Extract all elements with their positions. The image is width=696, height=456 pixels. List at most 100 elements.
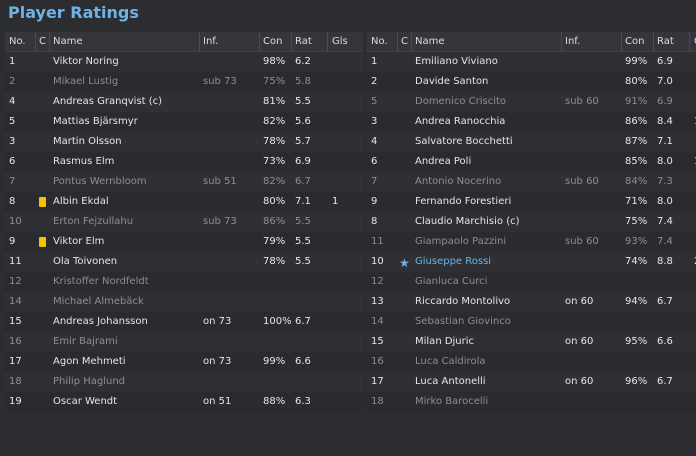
player-condition: 79% xyxy=(263,236,286,247)
player-row[interactable]: 7 Antonio Nocerino sub 60 84% 7.3 xyxy=(367,172,696,192)
player-name[interactable]: Fernando Forestieri xyxy=(415,196,512,207)
player-name[interactable]: Agon Mehmeti xyxy=(53,356,126,367)
player-name[interactable]: Salvatore Bocchetti xyxy=(415,136,513,147)
player-name[interactable]: Viktor Elm xyxy=(53,236,105,247)
player-condition: 86% xyxy=(625,116,648,127)
header-con[interactable]: Con xyxy=(625,36,645,47)
header-rat[interactable]: Rat xyxy=(657,36,674,47)
player-involvement: sub 60 xyxy=(565,236,599,247)
header-inf[interactable]: Inf. xyxy=(565,36,581,47)
player-number: 19 xyxy=(9,396,22,407)
right-team-ratings-table: No. C Name Inf. Con Rat Gls 1 Emiliano Vi… xyxy=(367,32,696,412)
header-name[interactable]: Name xyxy=(415,36,445,47)
player-row[interactable]: 12 Kristoffer Nordfeldt xyxy=(5,272,363,292)
player-rating: 8.4 xyxy=(657,116,673,127)
player-row[interactable]: 1 Viktor Noring 98% 6.2 xyxy=(5,52,363,72)
player-row[interactable]: 9 Fernando Forestieri 71% 8.0 xyxy=(367,192,696,212)
player-row[interactable]: 6 Rasmus Elm 73% 6.9 xyxy=(5,152,363,172)
player-name[interactable]: Luca Caldirola xyxy=(415,356,486,367)
player-row[interactable]: 17 Agon Mehmeti on 73 99% 6.6 xyxy=(5,352,363,372)
player-name[interactable]: Gianluca Curci xyxy=(415,276,488,287)
player-number: 11 xyxy=(9,256,22,267)
player-condition: 96% xyxy=(625,376,648,387)
header-no[interactable]: No. xyxy=(9,36,26,47)
header-c[interactable]: C xyxy=(401,36,408,47)
header-inf[interactable]: Inf. xyxy=(203,36,219,47)
player-name[interactable]: Pontus Wernbloom xyxy=(53,176,147,187)
player-condition: 84% xyxy=(625,176,648,187)
player-row[interactable]: 2 Davide Santon 80% 7.0 xyxy=(367,72,696,92)
player-name[interactable]: Milan Djuric xyxy=(415,336,475,347)
player-row[interactable]: 8 Claudio Marchisio (c) 75% 7.4 xyxy=(367,212,696,232)
player-name[interactable]: Sebastian Giovinco xyxy=(415,316,511,327)
player-row[interactable]: 18 Philip Haglund xyxy=(5,372,363,392)
player-name[interactable]: Albin Ekdal xyxy=(53,196,109,207)
player-name[interactable]: Ola Toivonen xyxy=(53,256,118,267)
header-name[interactable]: Name xyxy=(53,36,83,47)
player-name[interactable]: Domenico Criscito xyxy=(415,96,507,107)
header-gls[interactable]: Gls xyxy=(694,36,696,47)
player-row[interactable]: 5 Domenico Criscito sub 60 91% 6.9 xyxy=(367,92,696,112)
yellow-card-icon xyxy=(39,237,46,247)
player-row[interactable]: 14 Michael Almebäck xyxy=(5,292,363,312)
player-row[interactable]: 16 Luca Caldirola xyxy=(367,352,696,372)
player-row[interactable]: 17 Luca Antonelli on 60 96% 6.7 xyxy=(367,372,696,392)
player-row[interactable]: 9 Viktor Elm 79% 5.5 xyxy=(5,232,363,252)
player-rating: 5.6 xyxy=(295,116,311,127)
player-name[interactable]: Emiliano Viviano xyxy=(415,56,498,67)
player-row[interactable]: 7 Pontus Wernbloom sub 51 82% 6.7 xyxy=(5,172,363,192)
player-name[interactable]: Mikael Lustig xyxy=(53,76,119,87)
player-name[interactable]: Mattias Bjärsmyr xyxy=(53,116,138,127)
player-row[interactable]: 13 Riccardo Montolivo on 60 94% 6.7 xyxy=(367,292,696,312)
player-row[interactable]: 5 Mattias Bjärsmyr 82% 5.6 xyxy=(5,112,363,132)
header-c[interactable]: C xyxy=(39,36,46,47)
player-row[interactable]: 6 Andrea Poli 85% 8.0 1 xyxy=(367,152,696,172)
player-involvement: sub 73 xyxy=(203,216,237,227)
player-name[interactable]: Riccardo Montolivo xyxy=(415,296,511,307)
header-con[interactable]: Con xyxy=(263,36,283,47)
player-name[interactable]: Mirko Barocelli xyxy=(415,396,489,407)
player-row[interactable]: 12 Gianluca Curci xyxy=(367,272,696,292)
player-name[interactable]: Claudio Marchisio (c) xyxy=(415,216,520,227)
player-row[interactable]: 4 Salvatore Bocchetti 87% 7.1 xyxy=(367,132,696,152)
player-row[interactable]: 11 Ola Toivonen 78% 5.5 xyxy=(5,252,363,272)
player-name[interactable]: Martin Olsson xyxy=(53,136,122,147)
player-row[interactable]: 8 Albin Ekdal 80% 7.1 1 xyxy=(5,192,363,212)
player-name[interactable]: Emir Bajrami xyxy=(53,336,118,347)
player-name[interactable]: Oscar Wendt xyxy=(53,396,118,407)
player-row[interactable]: 3 Andrea Ranocchia 86% 8.4 1 xyxy=(367,112,696,132)
player-row[interactable]: 4 Andreas Granqvist (c) 81% 5.5 xyxy=(5,92,363,112)
player-name[interactable]: Andrea Poli xyxy=(415,156,472,167)
player-name[interactable]: Philip Haglund xyxy=(53,376,126,387)
player-name[interactable]: Antonio Nocerino xyxy=(415,176,502,187)
player-name[interactable]: Davide Santon xyxy=(415,76,489,87)
player-row[interactable]: 11 Giampaolo Pazzini sub 60 93% 7.4 xyxy=(367,232,696,252)
header-rat[interactable]: Rat xyxy=(295,36,312,47)
player-row[interactable]: 10 Erton Fejzullahu sub 73 86% 5.5 xyxy=(5,212,363,232)
player-condition: 82% xyxy=(263,116,286,127)
player-row[interactable]: 15 Milan Djuric on 60 95% 6.6 xyxy=(367,332,696,352)
player-name[interactable]: Michael Almebäck xyxy=(53,296,144,307)
player-name[interactable]: Viktor Noring xyxy=(53,56,119,67)
player-row[interactable]: 3 Martin Olsson 78% 5.7 xyxy=(5,132,363,152)
player-name[interactable]: Giampaolo Pazzini xyxy=(415,236,507,247)
player-name[interactable]: Luca Antonelli xyxy=(415,376,486,387)
player-row[interactable]: 19 Oscar Wendt on 51 88% 6.3 xyxy=(5,392,363,412)
player-name[interactable]: Giuseppe Rossi xyxy=(415,256,492,267)
player-row[interactable]: 10 Giuseppe Rossi 74% 8.8 2 ★ xyxy=(367,252,696,272)
player-row[interactable]: 2 Mikael Lustig sub 73 75% 5.8 xyxy=(5,72,363,92)
player-number: 5 xyxy=(9,116,16,127)
player-name[interactable]: Andrea Ranocchia xyxy=(415,116,506,127)
player-row[interactable]: 16 Emir Bajrami xyxy=(5,332,363,352)
player-name[interactable]: Kristoffer Nordfeldt xyxy=(53,276,149,287)
player-row[interactable]: 1 Emiliano Viviano 99% 6.9 xyxy=(367,52,696,72)
header-gls[interactable]: Gls xyxy=(332,36,348,47)
player-row[interactable]: 15 Andreas Johansson on 73 100% 6.7 xyxy=(5,312,363,332)
player-name[interactable]: Erton Fejzullahu xyxy=(53,216,134,227)
player-name[interactable]: Andreas Granqvist (c) xyxy=(53,96,163,107)
header-no[interactable]: No. xyxy=(371,36,388,47)
player-row[interactable]: 18 Mirko Barocelli xyxy=(367,392,696,412)
player-name[interactable]: Andreas Johansson xyxy=(53,316,148,327)
player-name[interactable]: Rasmus Elm xyxy=(53,156,115,167)
player-row[interactable]: 14 Sebastian Giovinco xyxy=(367,312,696,332)
